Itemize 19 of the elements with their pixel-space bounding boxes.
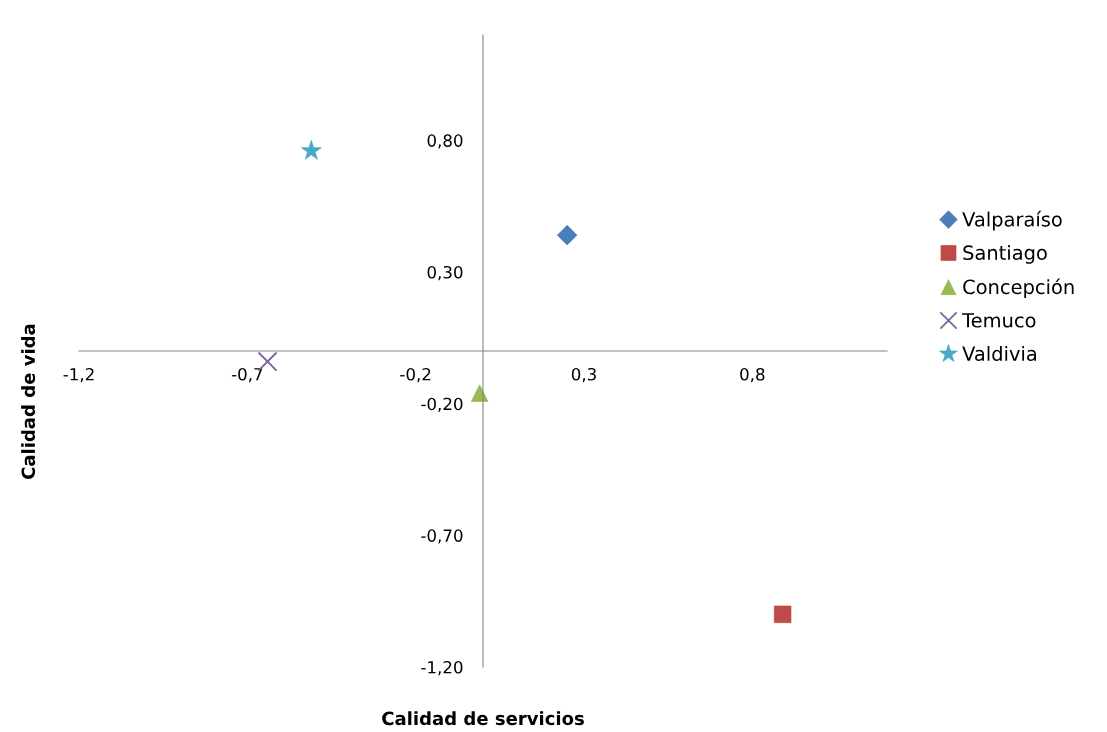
y-tick-label: 0,30 <box>427 265 463 281</box>
y-tick-label: -1,20 <box>421 660 463 676</box>
y-tick-label: -0,20 <box>421 397 463 412</box>
x-tick-label: -0,2 <box>400 367 431 383</box>
x-tick-label: -0,7 <box>231 367 263 383</box>
legend-label: Valparaíso <box>962 210 1062 231</box>
x-axis-title: Calidad de servicios <box>382 711 584 726</box>
x-tick-label: 0,8 <box>740 367 765 383</box>
point <box>557 224 578 246</box>
x-tick-label: -1,2 <box>63 367 94 383</box>
legend-label: Santiago <box>963 244 1047 264</box>
legend-label: Temuco <box>962 313 1036 328</box>
y-axis-title: Calidad de vida <box>21 324 36 479</box>
y-tick-label: -0,70 <box>421 529 463 544</box>
legend-label: Concepción <box>963 278 1074 298</box>
point <box>773 605 792 624</box>
y-tick-label: 0,80 <box>427 134 463 149</box>
x-tick-label: 0,3 <box>571 367 596 383</box>
legend-label: Valdivia <box>962 345 1037 362</box>
